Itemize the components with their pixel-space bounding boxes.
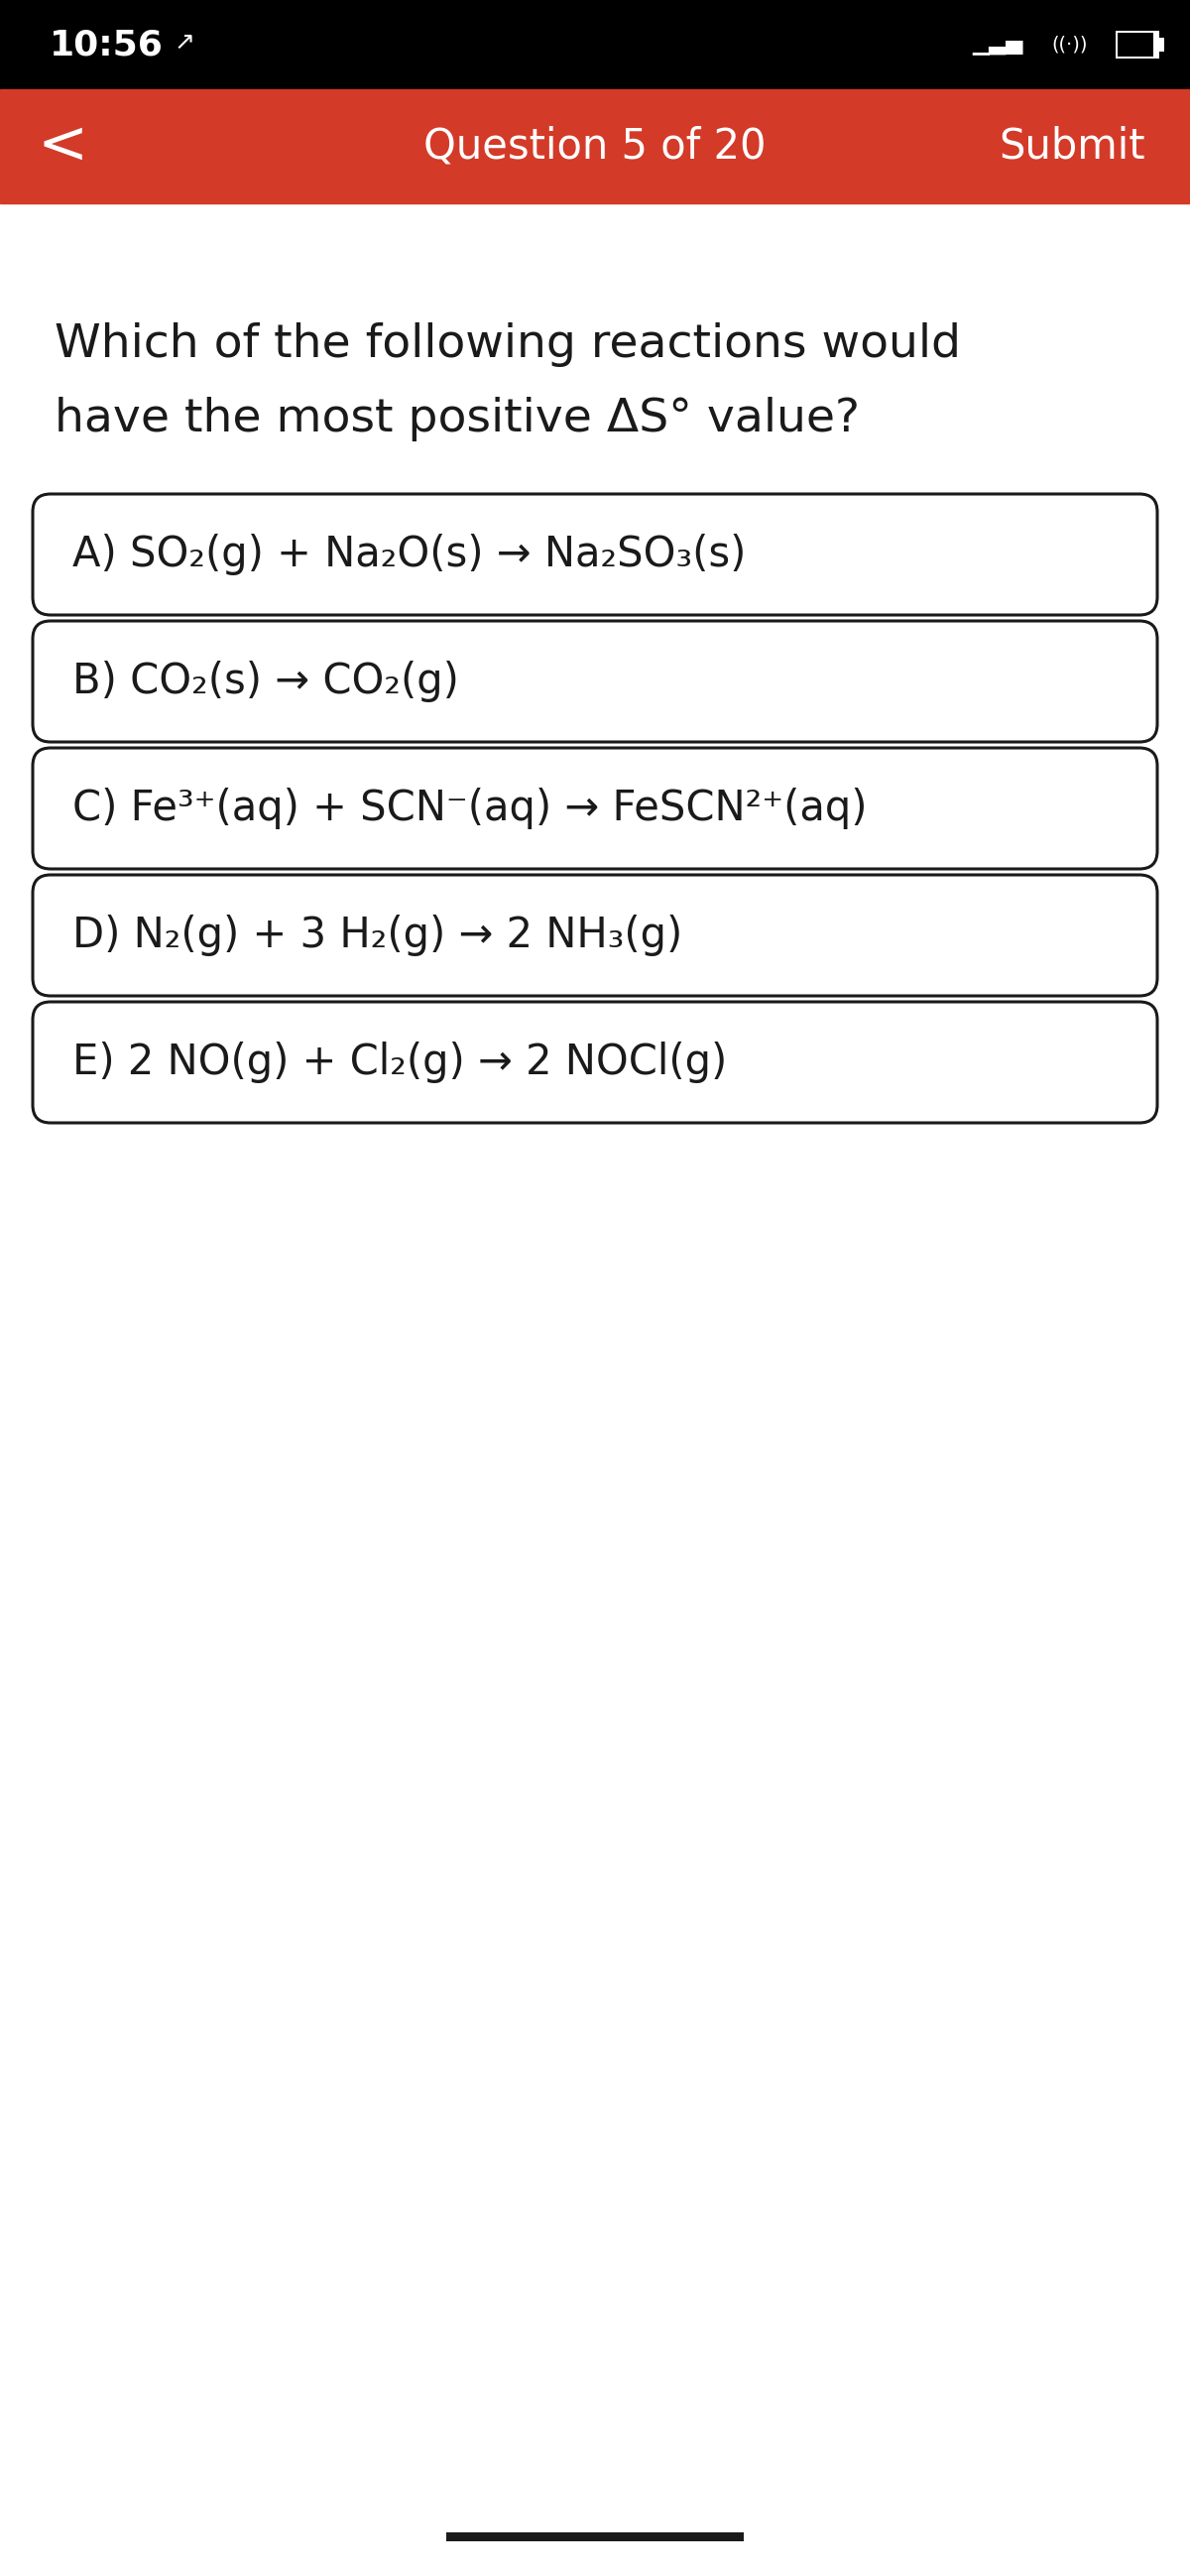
Text: C) Fe³⁺(aq) + SCN⁻(aq) → FeSCN²⁺(aq): C) Fe³⁺(aq) + SCN⁻(aq) → FeSCN²⁺(aq)	[73, 788, 868, 829]
Text: E) 2 NO(g) + Cl₂(g) → 2 NOCl(g): E) 2 NO(g) + Cl₂(g) → 2 NOCl(g)	[73, 1041, 727, 1082]
Text: B) CO₂(s) → CO₂(g): B) CO₂(s) → CO₂(g)	[73, 659, 459, 703]
Bar	[446, 2532, 744, 2543]
Text: 10:56: 10:56	[50, 28, 163, 62]
Bar	[1116, 31, 1159, 59]
Text: ((·)): ((·))	[1051, 36, 1088, 54]
Text: ↗: ↗	[174, 31, 194, 54]
FancyBboxPatch shape	[33, 621, 1157, 742]
FancyBboxPatch shape	[33, 1002, 1157, 1123]
Text: <: <	[38, 116, 88, 175]
Text: Submit: Submit	[998, 126, 1145, 167]
Text: ▁▃▅: ▁▃▅	[972, 33, 1022, 54]
Text: have the most positive ΔS° value?: have the most positive ΔS° value?	[55, 397, 859, 440]
Bar	[0, 0, 1190, 90]
Bar	[1159, 39, 1164, 52]
FancyBboxPatch shape	[33, 747, 1157, 868]
Bar	[0, 90, 1190, 204]
Text: Which of the following reactions would: Which of the following reactions would	[55, 322, 962, 366]
Text: A) SO₂(g) + Na₂O(s) → Na₂SO₃(s): A) SO₂(g) + Na₂O(s) → Na₂SO₃(s)	[73, 533, 746, 574]
Bar	[1117, 33, 1153, 57]
Text: D) N₂(g) + 3 H₂(g) → 2 NH₃(g): D) N₂(g) + 3 H₂(g) → 2 NH₃(g)	[73, 914, 683, 956]
Text: Question 5 of 20: Question 5 of 20	[424, 126, 766, 167]
FancyBboxPatch shape	[33, 495, 1157, 616]
FancyBboxPatch shape	[33, 876, 1157, 997]
